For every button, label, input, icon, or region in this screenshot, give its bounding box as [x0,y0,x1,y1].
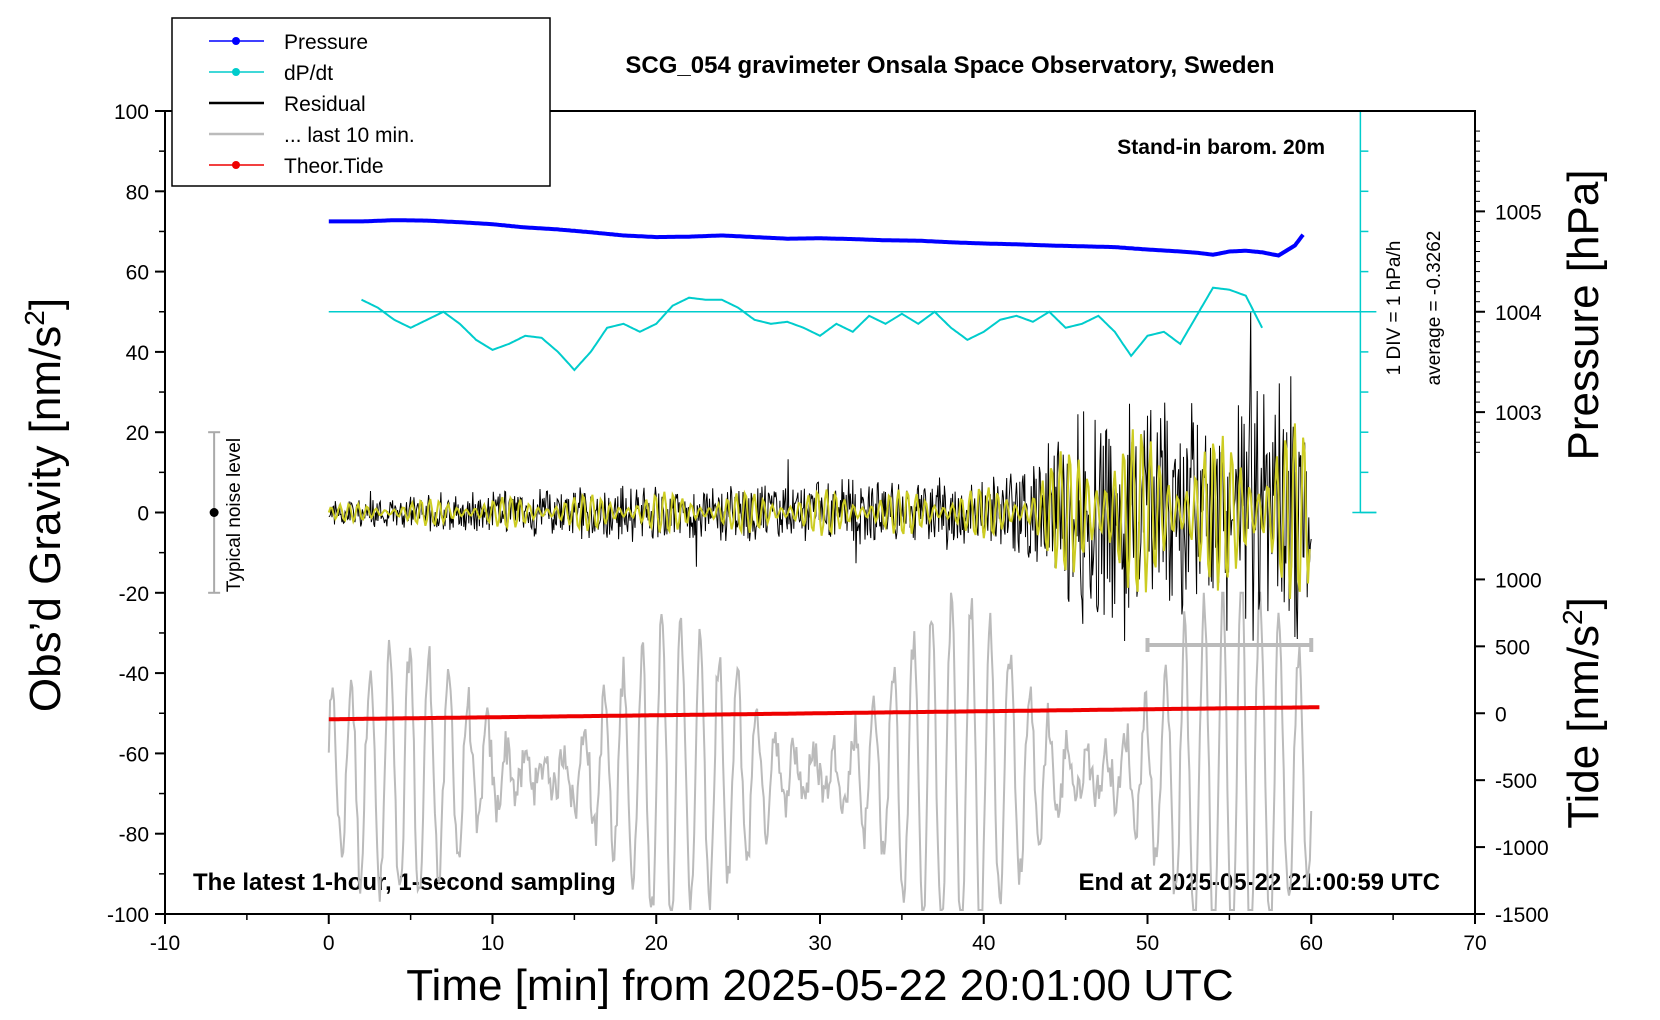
y-tick-label: -60 [119,743,149,766]
pressure-tick-label: 1003 [1495,402,1542,425]
tide-tick-label: -500 [1495,770,1537,793]
y-tick-label: 80 [126,181,149,204]
x-axis-label: Time [min] from 2025-05-22 20:01:00 UTC [406,961,1233,1010]
y-tick-label: 100 [114,101,149,124]
x-tick-label: 40 [972,932,995,955]
x-tick-label: 50 [1136,932,1159,955]
y-axis-label: Obs’d Gravity [nm/s2] [19,298,70,712]
y-axis-label-superscript: 2 [19,310,50,326]
tide-tick-label: 1000 [1495,569,1542,592]
y-tick-label: 60 [126,262,149,285]
barometer-annotation: Stand-in barom. 20m [1117,136,1325,159]
y-tick-label: 0 [137,503,149,526]
series-residual-smooth-line [327,423,1311,599]
tide-axis-label-superscript: 2 [1557,609,1588,625]
x-tick-label: 30 [808,932,831,955]
y-tick-label: -100 [107,904,149,927]
pressure-tick-label: 1004 [1495,302,1542,325]
x-tick-label: 70 [1463,932,1486,955]
y-tick-label: -80 [119,824,149,847]
noise-level-label: Typical noise level [224,438,245,592]
series-last-10-min-line [327,591,1313,911]
legend-marker [232,68,240,76]
pressure-tick-label: 1005 [1495,201,1542,224]
x-tick-label: 0 [323,932,335,955]
series-dpdt-line [361,286,1263,372]
legend-marker [232,37,240,45]
tide-axis-label: Tide [nm/s2] [1557,597,1608,829]
chart-title: SCG_054 gravimeter Onsala Space Observat… [625,52,1274,79]
x-tick-label: 10 [481,932,504,955]
x-tick-label: -10 [150,932,180,955]
x-tick-label: 20 [645,932,668,955]
series-residual-line [328,311,1312,642]
y-tick-label: -20 [119,583,149,606]
legend-label: ... last 10 min. [284,124,415,147]
tide-tick-label: 500 [1495,636,1530,659]
pressure-axis-label: Pressure [hPa] [1559,169,1608,460]
footer-left-annotation: The latest 1-hour, 1-second sampling [193,869,616,896]
legend-label: dP/dt [284,62,333,85]
tide-tick-label: -1500 [1495,904,1549,927]
series-pressure-line [328,218,1305,258]
legend-label: Residual [284,93,366,116]
legend-marker [232,161,240,169]
average-annotation: average = -0.3262 [1424,231,1445,386]
footer-right-annotation: End at 2025-05-22 21:00:59 UTC [1079,869,1441,896]
noise-level-dot [209,508,219,517]
x-tick-label: 60 [1300,932,1323,955]
legend-label: Theor.Tide [284,155,384,178]
series-theor-tide-line [328,705,1320,722]
legend-label: Pressure [284,31,368,54]
tide-tick-label: 0 [1495,703,1507,726]
y-tick-label: 40 [126,342,149,365]
div-annotation: 1 DIV = 1 hPa/h [1384,241,1405,376]
y-tick-label: -40 [119,663,149,686]
y-tick-label: 20 [126,422,149,445]
tide-tick-label: -1000 [1495,837,1549,860]
